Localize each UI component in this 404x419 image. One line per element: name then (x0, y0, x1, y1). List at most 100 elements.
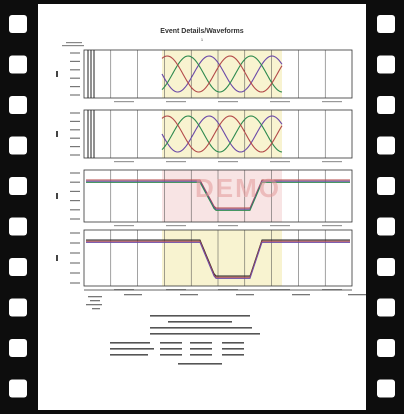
y-tick-label (70, 209, 80, 211)
summary-text-line (168, 321, 232, 323)
x-tick-label (180, 294, 198, 296)
channel-label (322, 225, 342, 227)
film-sprocket-hole-icon (9, 55, 27, 74)
film-sprocket-hole-icon (377, 339, 395, 357)
waveform-panel (56, 169, 353, 227)
film-sprocket-hole-icon (377, 177, 395, 195)
y-tick-label (70, 60, 80, 62)
event-highlight-region (162, 110, 282, 158)
y-tick-label (70, 137, 80, 139)
y-tick-label (70, 242, 80, 244)
summary-text-line (190, 348, 212, 350)
film-sprocket-hole-icon (377, 136, 395, 155)
y-tick-label (70, 218, 80, 220)
y-tick-label (70, 252, 80, 254)
event-summary-block (110, 315, 260, 365)
report-title: Event Details/Waveforms (160, 28, 243, 35)
channel-label (218, 225, 238, 227)
channel-label (270, 225, 290, 227)
waveform-trace (161, 115, 283, 153)
film-sprocket-hole-icon (9, 136, 27, 155)
waveform-panel (56, 109, 353, 163)
panel-axis-label (56, 255, 58, 261)
film-sprocket-hole-icon (377, 379, 395, 398)
waveform-panel (56, 229, 353, 291)
waveform-trace (161, 55, 283, 93)
film-sprocket-hole-icon (9, 258, 27, 276)
waveform-panel (56, 49, 353, 103)
y-tick-label (70, 69, 80, 71)
x-tick-label (348, 294, 366, 296)
channel-label (218, 161, 238, 163)
y-tick-label (70, 262, 80, 264)
film-sprocket-hole-icon (9, 379, 27, 398)
summary-text-line (150, 333, 260, 335)
y-tick-label (70, 86, 80, 88)
y-tick-label (70, 232, 80, 234)
waveform-trace (161, 55, 283, 93)
film-right-sprocket-holes (377, 15, 395, 398)
summary-text-line (160, 342, 182, 344)
film-sprocket-hole-icon (9, 217, 27, 236)
header-small-text (62, 42, 84, 47)
panel-axis-label (56, 193, 58, 199)
film-sprocket-hole-icon (377, 96, 395, 114)
rms-trace (86, 179, 350, 209)
event-highlight-region (162, 230, 282, 286)
axis-legend-block (86, 296, 102, 310)
y-tick-label (70, 200, 80, 202)
report-title-sub: 1 (201, 37, 204, 42)
channel-label (270, 101, 290, 103)
channel-label (218, 101, 238, 103)
channel-label (114, 225, 134, 227)
x-tick-label (292, 294, 310, 296)
summary-text-line (222, 342, 244, 344)
summary-text-line (190, 354, 212, 356)
rms-trace (86, 181, 350, 211)
summary-text-line (190, 342, 212, 344)
y-tick-label (70, 190, 80, 192)
y-tick-label (70, 181, 80, 183)
y-tick-label (70, 154, 80, 156)
x-tick-label (236, 294, 254, 296)
summary-text-line (222, 354, 244, 356)
waveform-trace (161, 55, 283, 93)
summary-text-line (160, 354, 182, 356)
summary-text-line (110, 354, 148, 356)
film-sprocket-hole-icon (377, 217, 395, 236)
channel-label (114, 161, 134, 163)
film-sprocket-hole-icon (9, 298, 27, 317)
film-sprocket-hole-icon (377, 55, 395, 74)
rms-trace (86, 240, 350, 278)
summary-text-line (150, 327, 252, 329)
film-sprocket-hole-icon (377, 298, 395, 317)
film-sprocket-hole-icon (9, 339, 27, 357)
y-tick-label (70, 129, 80, 131)
x-axis-tick-labels (84, 289, 366, 296)
rms-trace (86, 241, 350, 279)
summary-text-line (110, 348, 154, 350)
channel-label (166, 101, 186, 103)
demo-watermark: DEMO (195, 173, 281, 203)
waveform-panels (56, 49, 353, 291)
y-tick-label (70, 120, 80, 122)
panel-axis-label (56, 131, 58, 137)
y-tick-label (70, 272, 80, 274)
y-tick-label (70, 146, 80, 148)
channel-label (166, 161, 186, 163)
rms-trace (86, 239, 350, 277)
y-tick-label (70, 52, 80, 54)
film-sprocket-hole-icon (9, 177, 27, 195)
summary-text-line (150, 315, 250, 317)
y-tick-label (70, 172, 80, 174)
film-sprocket-hole-icon (9, 96, 27, 114)
film-sprocket-hole-icon (377, 15, 395, 33)
y-tick-label (70, 282, 80, 284)
y-tick-label (70, 94, 80, 96)
panel-axis-label (56, 71, 58, 77)
summary-text-line (178, 363, 222, 365)
waveform-trace (161, 115, 283, 153)
summary-text-line (160, 348, 182, 350)
film-left-sprocket-holes (9, 15, 27, 398)
